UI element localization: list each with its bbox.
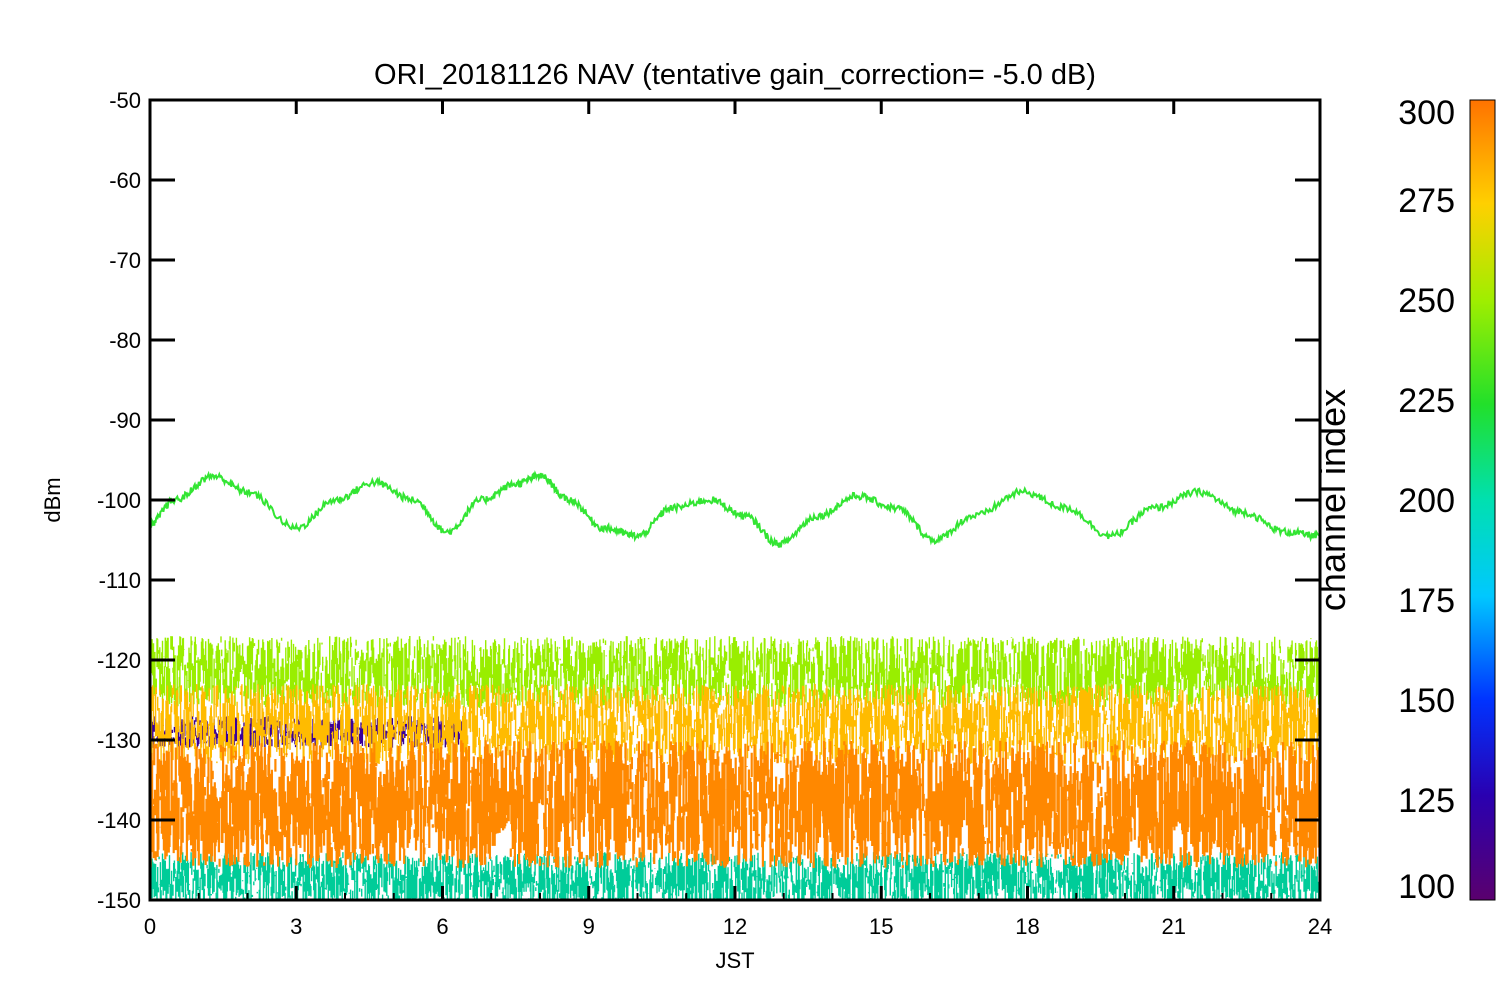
noise-band-channel-285 (150, 684, 1320, 764)
y-tick-label: -120 (97, 648, 141, 673)
colorbar-tick-label: 300 (1398, 94, 1455, 132)
x-tick-label: 9 (583, 914, 595, 939)
colorbar-tick-label: 125 (1398, 782, 1455, 820)
colorbar-tick-label: 225 (1398, 382, 1455, 420)
x-tick-label: 18 (1015, 914, 1039, 939)
x-axis: 0 3 6 9 12 15 18 21 24 (144, 100, 1332, 939)
colorbar-tick-label: 250 (1398, 282, 1455, 320)
noise-band-channel-295 (150, 740, 1320, 868)
chart-title: ORI_20181126 NAV (tentative gain_correct… (374, 59, 1096, 91)
y-tick-label: -110 (99, 568, 141, 593)
x-tick-label: 21 (1162, 914, 1186, 939)
x-axis-label: JST (715, 948, 754, 973)
y-tick-label: -90 (109, 408, 141, 433)
x-tick-label: 15 (869, 914, 893, 939)
colorbar-tick-label: 275 (1398, 182, 1455, 220)
plot-area (150, 470, 1320, 900)
x-tick-label: 6 (436, 914, 448, 939)
x-tick-label: 3 (290, 914, 302, 939)
y-tick-label: -100 (97, 488, 141, 513)
y-axis: -50 -60 -70 -80 -90 -100 -110 -120 -130 -140 -150 (97, 88, 1320, 913)
signal-line-channel-240 (150, 470, 1320, 548)
y-tick-label: -60 (109, 168, 141, 193)
y-tick-label: -130 (97, 728, 141, 753)
y-axis-label: dBm (40, 477, 65, 522)
colorbar-tick-label: 200 (1398, 482, 1455, 520)
y-tick-label: -50 (109, 88, 141, 113)
colorbar-label: channel index (1312, 389, 1353, 611)
x-tick-label: 12 (723, 914, 747, 939)
y-tick-label: -140 (97, 808, 141, 833)
y-tick-label: -150 (97, 888, 141, 913)
y-tick-label: -80 (109, 328, 141, 353)
colorbar-tick-label: 150 (1398, 682, 1455, 720)
x-tick-label: 0 (144, 914, 156, 939)
colorbar-tick-label: 175 (1398, 582, 1455, 620)
colorbar-ticks: 300 275 250 225 200 175 150 125 100 (1398, 94, 1455, 906)
colorbar-tick-label: 100 (1398, 868, 1455, 906)
colorbar (1469, 99, 1496, 901)
y-tick-label: -70 (109, 248, 141, 273)
x-tick-label: 24 (1308, 914, 1332, 939)
